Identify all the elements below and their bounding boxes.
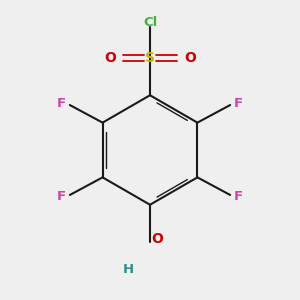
Text: O: O <box>104 51 116 65</box>
Text: F: F <box>57 97 66 110</box>
Text: H: H <box>123 263 134 276</box>
Text: S: S <box>145 51 155 65</box>
Text: F: F <box>234 97 243 110</box>
Text: O: O <box>184 51 196 65</box>
Text: O: O <box>151 232 163 246</box>
Text: Cl: Cl <box>143 16 157 29</box>
Text: F: F <box>57 190 66 203</box>
Text: F: F <box>234 190 243 203</box>
